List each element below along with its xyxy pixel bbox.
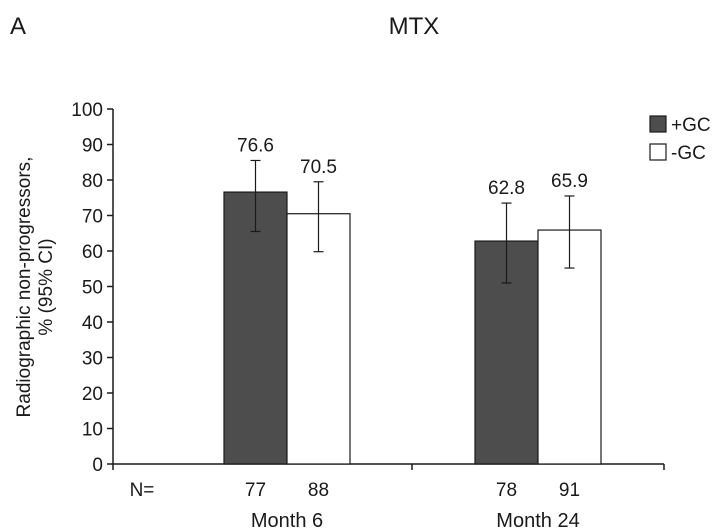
category-label-group: Month 6 Month 24 xyxy=(251,510,580,532)
category-label: Month 24 xyxy=(496,510,579,532)
y-axis-title: Radiographic non-progressors, % (95% CI) xyxy=(14,157,57,418)
y-axis: 0 10 20 30 40 50 60 70 80 90 100 xyxy=(71,100,114,476)
n-label: 91 xyxy=(559,480,580,501)
y-tick-label: 20 xyxy=(82,384,103,405)
bar xyxy=(286,213,351,465)
n-row-label: N= xyxy=(130,480,155,501)
n-label-group: N= 77 78 88 91 xyxy=(130,480,580,501)
y-tick-label: 50 xyxy=(82,278,103,299)
value-label: 70.5 xyxy=(300,157,337,178)
value-label: 76.6 xyxy=(237,135,274,156)
y-tick-label: 70 xyxy=(82,207,103,228)
n-label: 88 xyxy=(308,480,329,501)
value-label: 65.9 xyxy=(551,171,588,192)
value-label: 62.8 xyxy=(488,178,525,199)
y-tick-label: 80 xyxy=(82,171,103,192)
value-label-group: 76.6 62.8 70.5 65.9 xyxy=(237,135,588,199)
y-tick-label: 10 xyxy=(82,420,103,441)
legend: +GC -GC xyxy=(649,115,711,164)
y-axis-title-line-1: Radiographic non-progressors, xyxy=(14,157,35,418)
bar xyxy=(537,229,602,465)
legend-swatch xyxy=(649,143,667,161)
y-tick-label: 0 xyxy=(92,455,103,476)
error-bar-group xyxy=(250,159,575,284)
y-tick-label: 40 xyxy=(82,313,103,334)
y-tick-label: 30 xyxy=(82,349,103,370)
y-tick-label: 60 xyxy=(82,242,103,263)
y-tick-label: 100 xyxy=(71,100,103,121)
legend-label: -GC xyxy=(671,143,706,164)
bar xyxy=(474,240,539,465)
n-label: 78 xyxy=(496,480,517,501)
y-tick-label: 90 xyxy=(82,136,103,157)
category-label: Month 6 xyxy=(251,510,323,532)
bar-group xyxy=(223,191,602,465)
legend-label: +GC xyxy=(671,115,711,136)
panel-label: A xyxy=(10,13,26,40)
bar xyxy=(223,191,288,465)
x-axis xyxy=(112,463,665,470)
chart-title: MTX xyxy=(389,13,440,40)
n-label: 77 xyxy=(245,480,266,501)
legend-swatch xyxy=(649,115,667,133)
y-axis-title-line-2: % (95% CI) xyxy=(36,238,57,335)
